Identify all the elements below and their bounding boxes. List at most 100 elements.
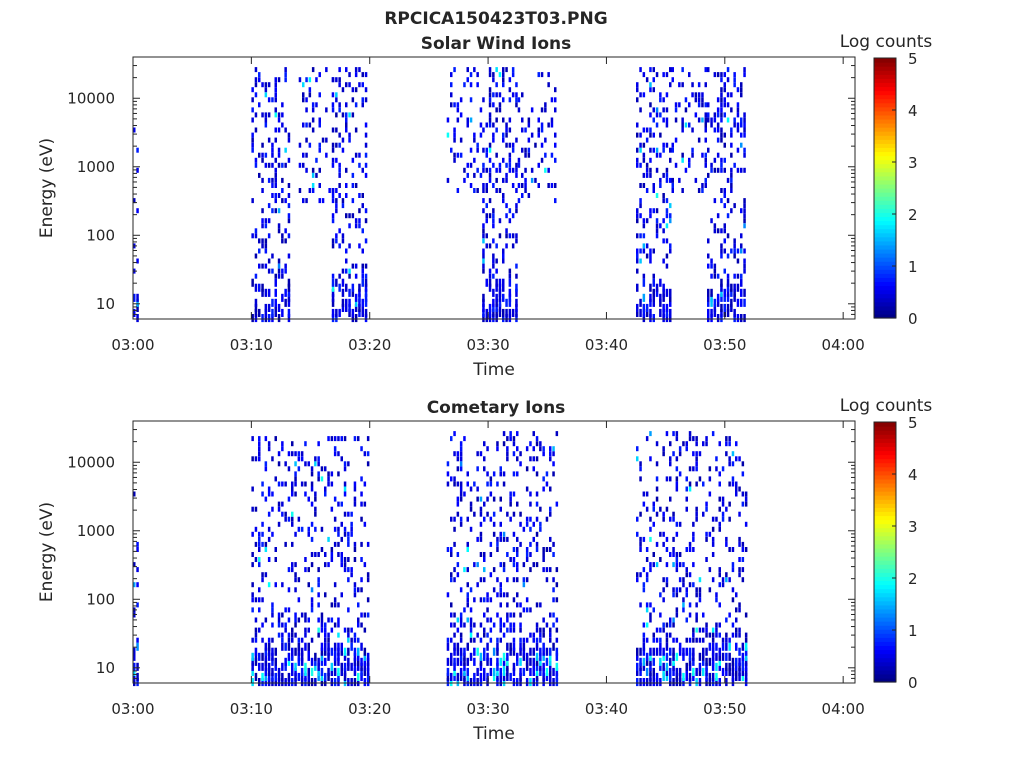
heatmap-cell bbox=[711, 678, 715, 687]
heatmap-cell bbox=[489, 627, 493, 633]
heatmap-cell bbox=[515, 283, 518, 292]
heatmap-cell bbox=[358, 193, 361, 198]
heatmap-cell bbox=[459, 652, 463, 661]
heatmap-cell bbox=[485, 218, 488, 224]
heatmap-cell bbox=[318, 72, 321, 78]
heatmap-cell bbox=[552, 622, 555, 628]
heatmap-cell bbox=[535, 441, 539, 447]
heatmap-cell bbox=[552, 446, 555, 452]
heatmap-cell bbox=[671, 67, 674, 73]
heatmap-cell bbox=[492, 288, 495, 297]
heatmap-cell bbox=[482, 308, 485, 317]
heatmap-cell bbox=[735, 667, 738, 676]
heatmap-cell bbox=[324, 672, 327, 681]
heatmap-cell bbox=[743, 213, 746, 219]
heatmap-cell bbox=[698, 577, 702, 583]
heatmap-cell bbox=[512, 662, 516, 671]
heatmap-cell bbox=[479, 577, 483, 583]
heatmap-cell bbox=[642, 233, 646, 239]
heatmap-cell bbox=[721, 577, 725, 583]
heatmap-cell bbox=[302, 97, 305, 103]
heatmap-cell bbox=[672, 431, 675, 437]
heatmap-cell bbox=[466, 678, 469, 687]
heatmap-cell bbox=[358, 303, 361, 312]
heatmap-cell bbox=[327, 436, 330, 442]
heatmap-cell bbox=[718, 647, 721, 656]
heatmap-cell bbox=[512, 597, 516, 603]
heatmap-cell bbox=[251, 132, 254, 138]
heatmap-cell bbox=[675, 592, 679, 598]
heatmap-cell bbox=[530, 107, 534, 113]
heatmap-cell bbox=[669, 157, 672, 163]
heatmap-cell bbox=[485, 147, 488, 153]
heatmap-cell bbox=[354, 87, 358, 93]
heatmap-cell bbox=[479, 637, 483, 643]
heatmap-cell bbox=[261, 112, 264, 118]
heatmap-cell bbox=[707, 238, 710, 244]
heatmap-cell bbox=[291, 667, 294, 676]
x-tick-label: 03:00 bbox=[111, 336, 154, 354]
heatmap-cell bbox=[271, 647, 274, 656]
heatmap-cell bbox=[287, 466, 291, 472]
heatmap-cell bbox=[652, 672, 655, 681]
heatmap-cell bbox=[645, 172, 649, 178]
heatmap-cell bbox=[345, 283, 348, 292]
heatmap-cell bbox=[277, 228, 281, 234]
heatmap-cell bbox=[324, 562, 327, 568]
heatmap-cell bbox=[506, 652, 509, 661]
heatmap-cell bbox=[318, 117, 321, 123]
heatmap-cell bbox=[307, 531, 310, 537]
heatmap-cell bbox=[525, 547, 529, 552]
heatmap-cell bbox=[264, 162, 268, 168]
heatmap-cell bbox=[695, 516, 698, 522]
heatmap-cell bbox=[636, 233, 639, 239]
heatmap-cell bbox=[264, 678, 268, 687]
heatmap-cell bbox=[669, 67, 672, 73]
heatmap-cell bbox=[366, 678, 370, 687]
heatmap-cell bbox=[264, 496, 268, 502]
heatmap-cell bbox=[744, 662, 748, 671]
heatmap-cell bbox=[364, 293, 368, 302]
heatmap-cell bbox=[453, 526, 456, 532]
heatmap-cell bbox=[315, 102, 318, 108]
heatmap-cell bbox=[502, 137, 505, 143]
heatmap-cell bbox=[330, 481, 334, 487]
heatmap-cell bbox=[522, 562, 526, 568]
heatmap-cell bbox=[744, 637, 748, 643]
heatmap-cell bbox=[274, 288, 277, 297]
heatmap-cell bbox=[489, 491, 493, 497]
heatmap-cell bbox=[642, 157, 646, 163]
heatmap-cell bbox=[498, 72, 502, 78]
heatmap-cell bbox=[343, 557, 347, 562]
heatmap-cell bbox=[274, 198, 277, 204]
colorbar-step bbox=[874, 135, 896, 140]
heatmap-cell bbox=[725, 577, 728, 583]
heatmap-cell bbox=[665, 92, 669, 98]
heatmap-cell bbox=[509, 431, 512, 437]
heatmap-cell bbox=[324, 486, 327, 492]
heatmap-cell bbox=[333, 446, 337, 452]
heatmap-cell bbox=[348, 137, 351, 143]
heatmap-cell bbox=[636, 82, 639, 88]
heatmap-cell bbox=[294, 632, 297, 638]
heatmap-cell bbox=[545, 667, 549, 676]
colorbar-step bbox=[874, 94, 896, 100]
heatmap-cell bbox=[652, 552, 655, 557]
heatmap-cell bbox=[492, 587, 496, 593]
heatmap-cell bbox=[317, 632, 320, 638]
heatmap-cell bbox=[302, 82, 305, 88]
heatmap-cell bbox=[517, 157, 521, 163]
heatmap-cell bbox=[701, 188, 704, 193]
heatmap-cell bbox=[363, 612, 367, 618]
heatmap-cell bbox=[508, 127, 512, 133]
heatmap-cell bbox=[645, 436, 649, 442]
heatmap-cell bbox=[331, 198, 335, 204]
heatmap-cell bbox=[489, 541, 493, 547]
heatmap-cell bbox=[505, 142, 508, 148]
heatmap-cell bbox=[463, 647, 466, 656]
heatmap-cell bbox=[665, 198, 669, 204]
heatmap-cell bbox=[136, 314, 139, 323]
heatmap-cell bbox=[733, 203, 736, 209]
heatmap-cell bbox=[711, 637, 715, 643]
heatmap-cell bbox=[335, 127, 338, 133]
